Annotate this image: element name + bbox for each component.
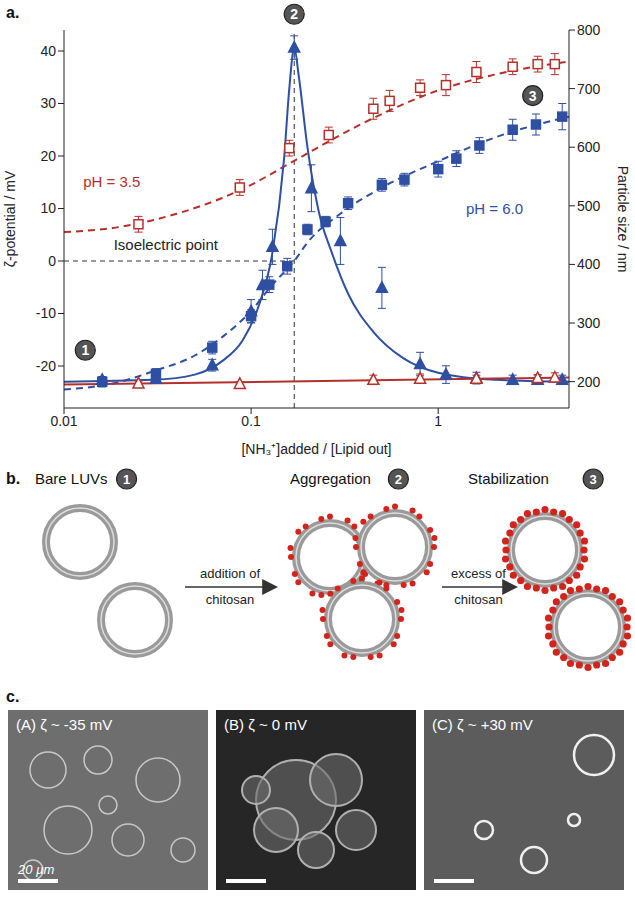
svg-text:1: 1	[434, 413, 442, 429]
svg-text:-20: -20	[36, 358, 56, 374]
svg-text:3: 3	[529, 88, 537, 104]
svg-text:(C) ζ ~ +30 mV: (C) ζ ~ +30 mV	[432, 716, 533, 733]
svg-text:0.1: 0.1	[241, 413, 261, 429]
html-text:c.: c.	[6, 688, 20, 705]
svg-text:0: 0	[48, 253, 56, 269]
svg-text:chitosan: chitosan	[206, 592, 254, 607]
svg-text:400: 400	[577, 256, 601, 272]
svg-text:(B) ζ ~ 0 mV: (B) ζ ~ 0 mV	[224, 716, 307, 733]
svg-text:30: 30	[40, 95, 56, 111]
svg-text:pH = 3.5: pH = 3.5	[83, 173, 140, 190]
svg-text:pH = 6.0: pH = 6.0	[466, 200, 523, 217]
svg-text:[NH₃⁺]added / [Lipid out]: [NH₃⁺]added / [Lipid out]	[241, 441, 391, 457]
svg-text:-10: -10	[36, 305, 56, 321]
svg-text:b.: b.	[6, 470, 20, 487]
svg-text:Bare LUVs: Bare LUVs	[35, 470, 108, 487]
svg-text:Stabilization: Stabilization	[468, 470, 549, 487]
svg-text:addition of: addition of	[200, 566, 260, 581]
svg-text:10: 10	[40, 200, 56, 216]
svg-text:800: 800	[577, 22, 601, 38]
svg-text:2: 2	[290, 6, 298, 22]
svg-text:2: 2	[395, 472, 402, 487]
svg-text:20: 20	[40, 148, 56, 164]
svg-text:Aggregation: Aggregation	[290, 470, 371, 487]
svg-text:1: 1	[123, 472, 130, 487]
svg-text:20 µm: 20 µm	[17, 862, 55, 877]
svg-text:700: 700	[577, 81, 601, 97]
svg-text:Particle size / nm: Particle size / nm	[615, 166, 631, 273]
svg-text:chitosan: chitosan	[454, 592, 502, 607]
svg-text:600: 600	[577, 139, 601, 155]
svg-text:ζ-potential / mV: ζ-potential / mV	[2, 170, 18, 267]
html-text:a.: a.	[6, 4, 20, 21]
svg-text:3: 3	[590, 472, 597, 487]
svg-text:300: 300	[577, 315, 601, 331]
svg-text:Isoelectric point: Isoelectric point	[114, 236, 219, 253]
svg-text:0.01: 0.01	[50, 413, 77, 429]
svg-text:(A) ζ ~ -35 mV: (A) ζ ~ -35 mV	[16, 716, 112, 733]
svg-text:500: 500	[577, 198, 601, 214]
svg-text:excess of: excess of	[451, 566, 506, 581]
svg-text:200: 200	[577, 374, 601, 390]
svg-text:1: 1	[81, 342, 89, 358]
svg-text:40: 40	[40, 43, 56, 59]
